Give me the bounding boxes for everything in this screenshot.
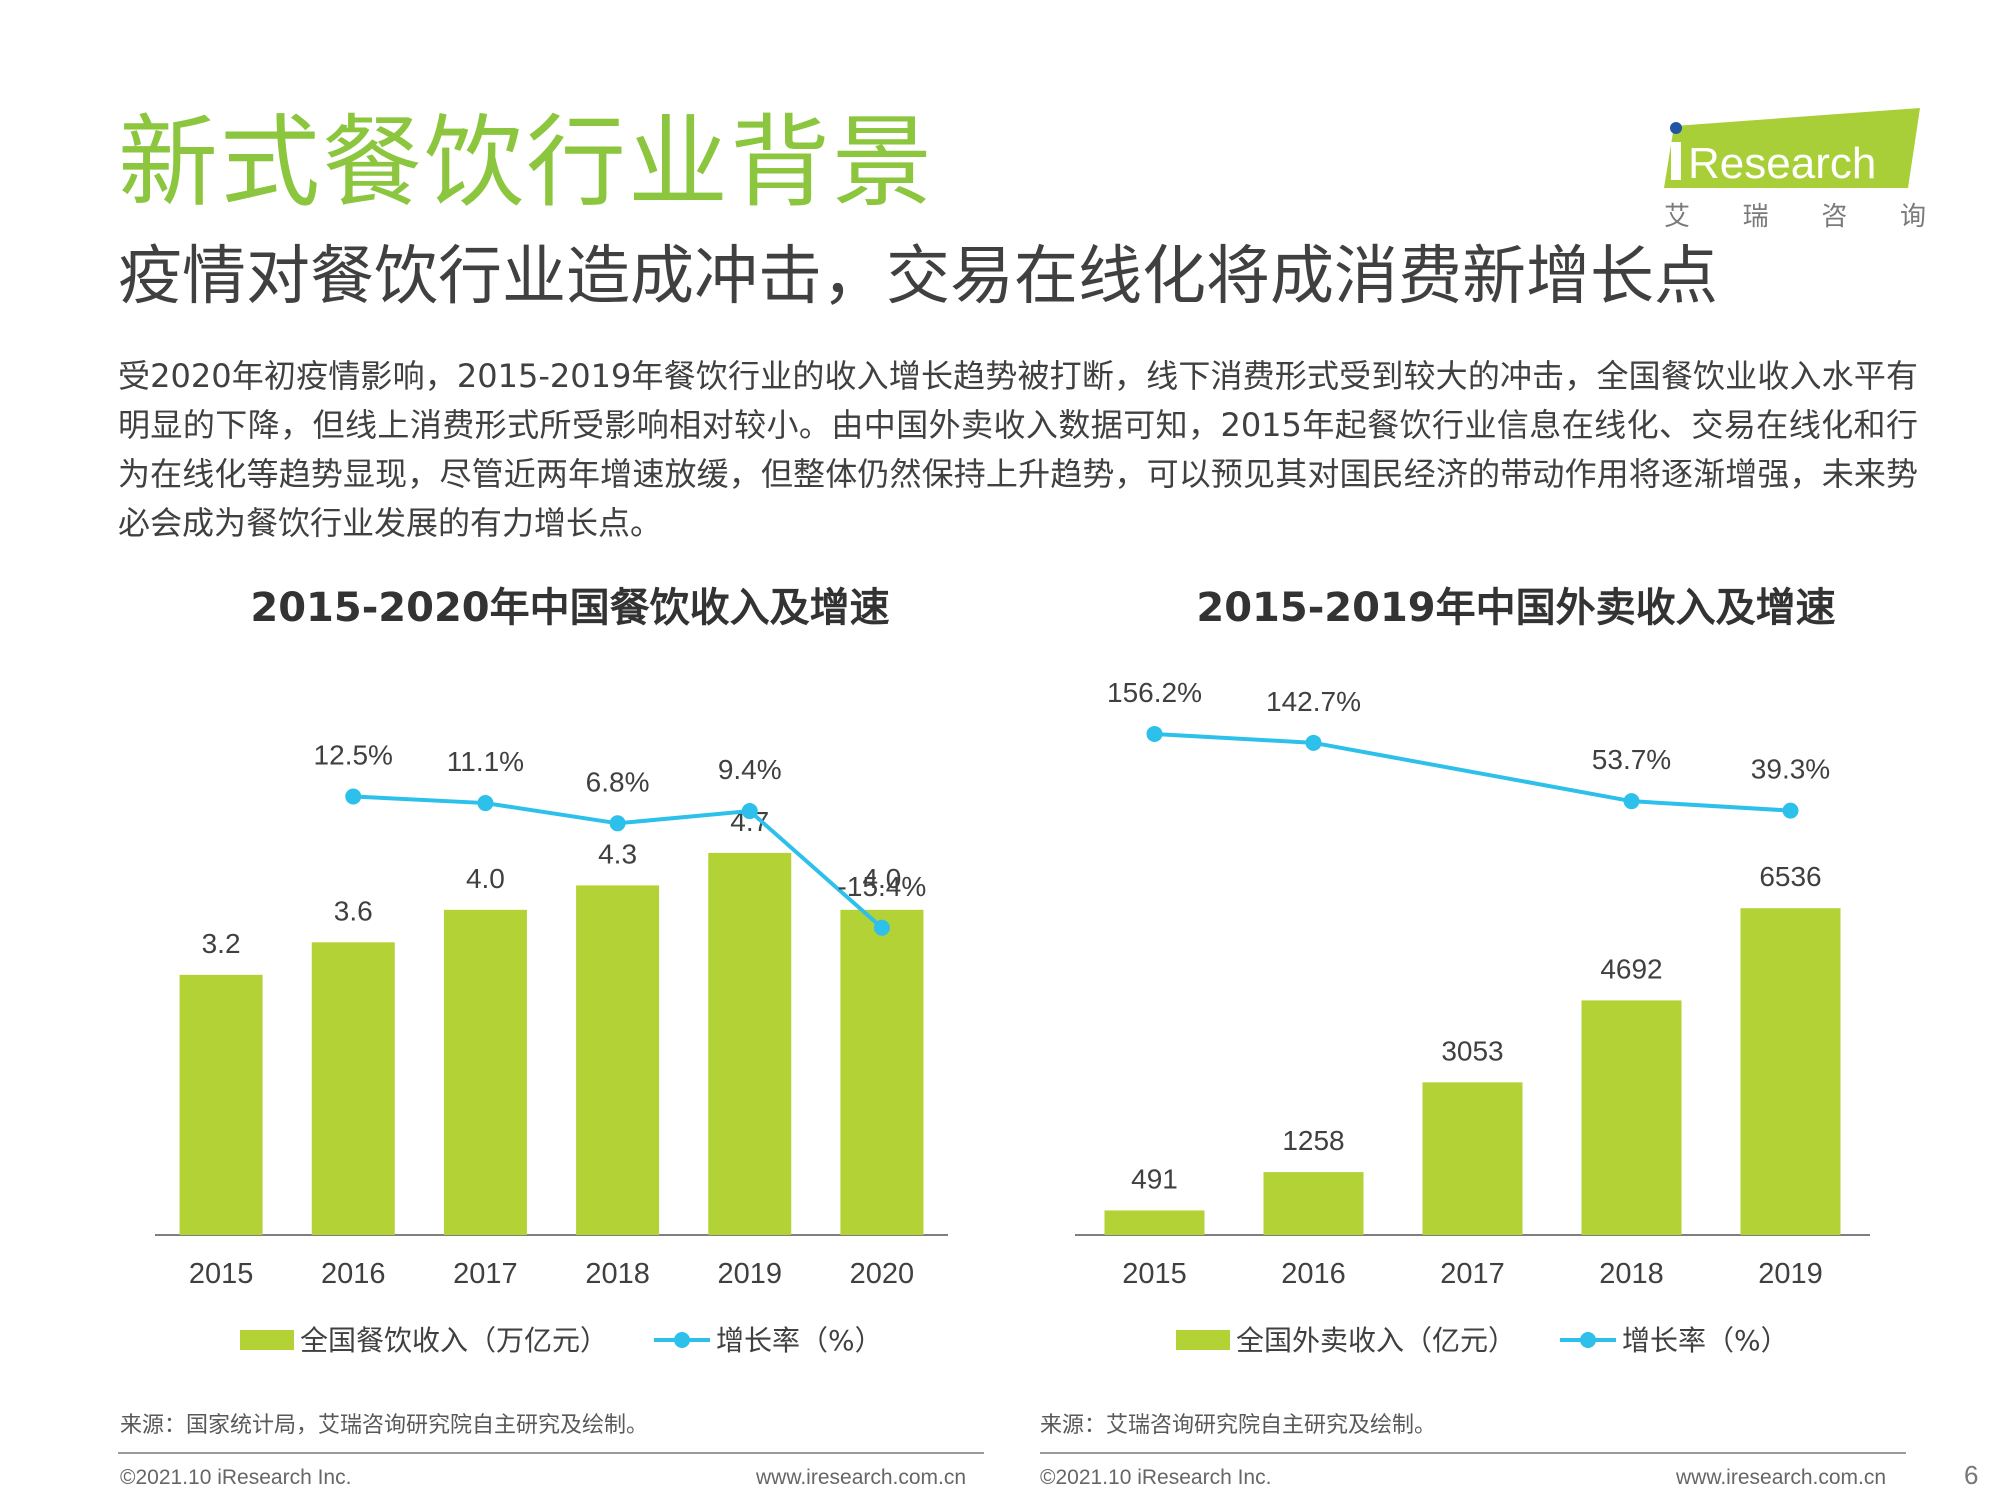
bar-2017 — [1422, 1082, 1523, 1235]
growth-point-2019 — [1782, 802, 1799, 819]
x-tick-2016: 2016 — [1281, 1258, 1346, 1290]
growth-label-2018: 53.7% — [1592, 744, 1671, 775]
bar-label-2018: 4.3 — [598, 838, 637, 869]
bar-label-2015: 491 — [1131, 1163, 1178, 1194]
bar-2016 — [311, 942, 395, 1235]
growth-label-2016: 142.7% — [1266, 686, 1361, 717]
logo-char-1: 艾 — [1664, 202, 1691, 232]
bar-2020 — [840, 909, 924, 1235]
legend-line-label: 增长率（%） — [1622, 1324, 1789, 1357]
page-subtitle: 疫情对餐饮行业造成冲击，交易在线化将成消费新增长点 — [118, 240, 1718, 314]
growth-label-2018: 6.8% — [586, 766, 650, 797]
bar-2017 — [443, 909, 527, 1235]
chart-takeout-revenue: 2015-2019年中国外卖收入及增速 491 2015 1258 2016 3053 2… — [1075, 585, 1870, 1357]
bar-label-2016: 1258 — [1282, 1125, 1344, 1156]
x-tick-2017: 2017 — [453, 1258, 518, 1290]
bar-2019 — [708, 852, 792, 1235]
iresearch-logo: Research — [1664, 108, 1920, 188]
growth-point-2018 — [1623, 793, 1640, 810]
legend-bar-label: 全国餐饮收入（万亿元） — [300, 1324, 608, 1357]
footer-url-right[interactable]: www.iresearch.com.cn — [1676, 1466, 1887, 1489]
growth-point-2015 — [1146, 725, 1163, 742]
growth-point-2018 — [609, 815, 626, 832]
summary-paragraph: 受2020年初疫情影响，2015-2019年餐饮行业的收入增长趋势被打断，线下消… — [118, 357, 1918, 542]
legend: 全国外卖收入（亿元） 增长率（%） — [1176, 1324, 1789, 1357]
bar-series: 3.220153.620164.020174.320184.720194.020… — [179, 806, 924, 1290]
logo-chinese-name: 艾 瑞 咨 询 — [1664, 196, 1926, 233]
growth-point-2019 — [741, 803, 758, 820]
bar-label-2016: 3.6 — [334, 895, 373, 926]
legend: 全国餐饮收入（万亿元） 增长率（%） — [240, 1324, 883, 1357]
growth-label-2016: 12.5% — [314, 739, 393, 770]
bar-2018 — [1581, 1000, 1682, 1235]
line-series: 12.5% 11.1% 6.8% 9.4% -15.4% — [314, 739, 927, 936]
logo-brand-text: Research — [1688, 139, 1876, 188]
bar-label-2018: 4692 — [1600, 953, 1662, 984]
line-series: 156.2% 142.7% 53.7% 39.3% — [1107, 677, 1830, 819]
growth-line — [1154, 731, 1791, 813]
logo-char-2: 瑞 — [1742, 202, 1769, 232]
logo-i-stem — [1671, 142, 1681, 180]
bar-label-2017: 4.0 — [466, 863, 505, 894]
footer-divider-left — [118, 1452, 984, 1454]
bar-label-2020: 4.0 — [862, 863, 901, 894]
x-tick-2016: 2016 — [321, 1258, 386, 1290]
bar-label-2019: 6536 — [1759, 861, 1821, 892]
chart-catering-revenue: 2015-2020年中国餐饮收入及增速 3.2 2015 3.6 2016 4.0 201… — [155, 585, 948, 1357]
growth-point-2017 — [477, 795, 494, 812]
chart-title: 2015-2020年中国餐饮收入及增速 — [250, 585, 889, 631]
logo-banner — [1664, 108, 1920, 188]
logo-char-3: 咨 — [1821, 202, 1848, 232]
legend-bar-swatch — [240, 1330, 294, 1350]
chart-source-left: 来源：国家统计局，艾瑞咨询研究院自主研究及绘制。 — [120, 1413, 649, 1438]
chart-title: 2015-2019年中国外卖收入及增速 — [1196, 585, 1835, 631]
bar-series: 491 2015 1258 2016 3053 2017 4692 2018 6536 2019 — [1104, 861, 1841, 1290]
footer-copyright-left: ©2021.10 iResearch Inc. — [120, 1466, 352, 1489]
footer-copyright-right: ©2021.10 iResearch Inc. — [1040, 1466, 1272, 1489]
logo-i-dot — [1670, 122, 1682, 134]
growth-label-2015: 156.2% — [1107, 677, 1202, 708]
x-tick-2018: 2018 — [585, 1258, 650, 1290]
growth-label-2019: 39.3% — [1751, 754, 1830, 785]
x-tick-2019: 2019 — [1758, 1258, 1823, 1290]
bar-label-2015: 3.2 — [202, 928, 241, 959]
x-tick-2020: 2020 — [850, 1258, 915, 1290]
growth-label-2020: -15.4% — [838, 871, 927, 902]
legend-line-marker — [1580, 1332, 1596, 1348]
bar-2015 — [1104, 1210, 1205, 1235]
bar-label-2017: 3053 — [1441, 1035, 1503, 1066]
bar-2016 — [1263, 1172, 1364, 1235]
legend-line-label: 增长率（%） — [716, 1324, 883, 1357]
legend-line-marker — [674, 1332, 690, 1348]
logo-char-4: 询 — [1899, 202, 1926, 232]
legend-bar-swatch — [1176, 1330, 1230, 1350]
x-tick-2017: 2017 — [1440, 1258, 1505, 1290]
page-number: 6 — [1964, 1460, 1979, 1490]
page-title: 新式餐饮行业背景 — [118, 104, 934, 221]
bar-2018 — [576, 885, 660, 1235]
x-tick-2019: 2019 — [717, 1258, 782, 1290]
bar-2015 — [179, 974, 263, 1235]
growth-point-2016 — [1305, 734, 1322, 751]
footer-divider-right — [1040, 1452, 1906, 1454]
x-tick-2018: 2018 — [1599, 1258, 1664, 1290]
x-tick-2015: 2015 — [1122, 1258, 1187, 1290]
x-tick-2015: 2015 — [189, 1258, 254, 1290]
growth-point-2020 — [873, 919, 890, 936]
growth-label-2017: 11.1% — [447, 746, 524, 777]
legend-bar-label: 全国外卖收入（亿元） — [1236, 1324, 1516, 1357]
bar-2019 — [1740, 908, 1841, 1235]
growth-point-2016 — [345, 788, 362, 805]
footer-url-left[interactable]: www.iresearch.com.cn — [756, 1466, 967, 1489]
chart-source-right: 来源：艾瑞咨询研究院自主研究及绘制。 — [1040, 1413, 1437, 1438]
growth-label-2019: 9.4% — [718, 754, 782, 785]
